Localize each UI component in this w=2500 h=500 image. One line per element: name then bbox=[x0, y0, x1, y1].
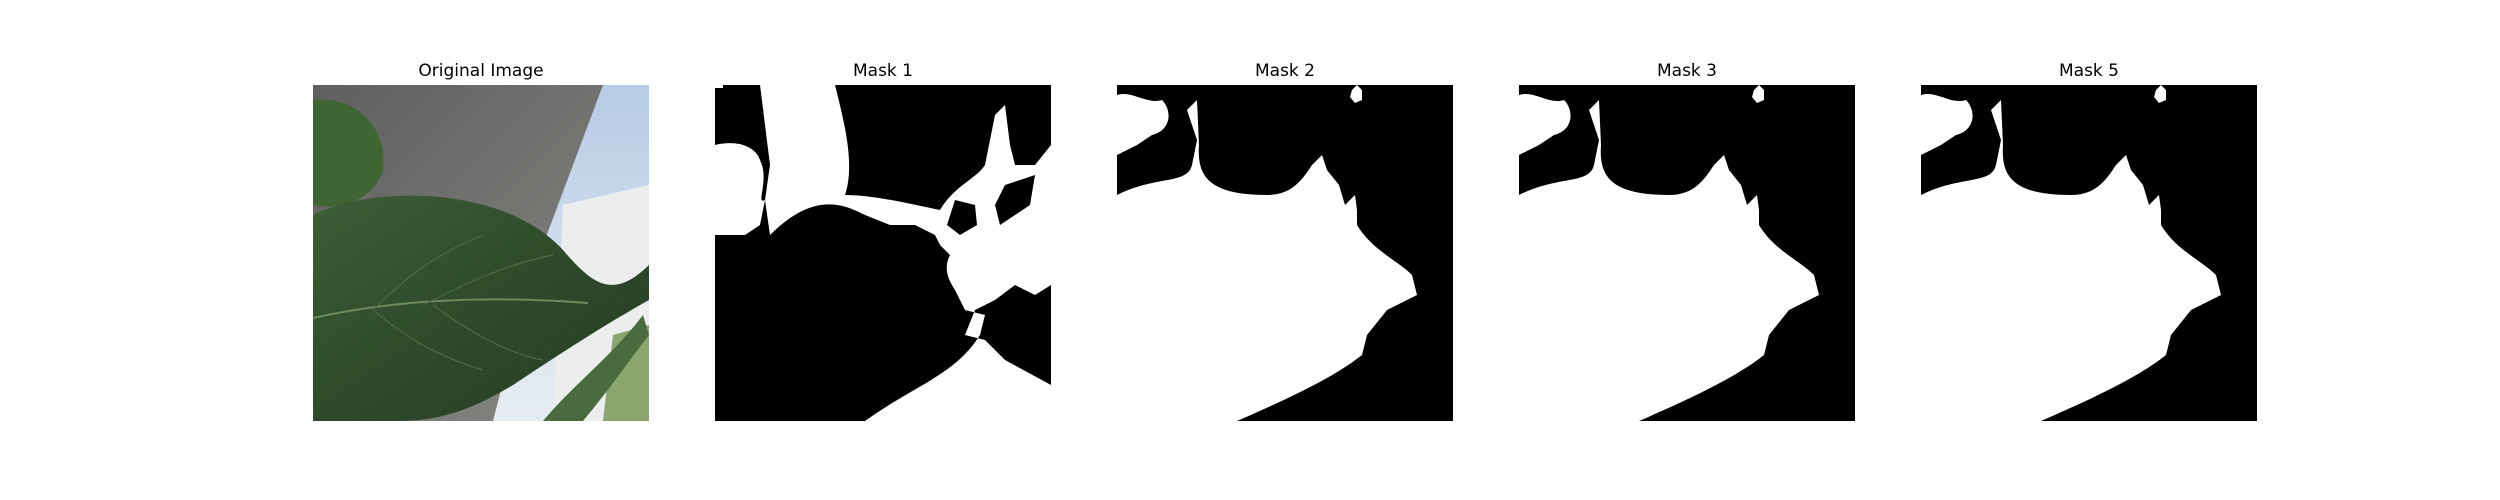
panel-title-mask-2: Mask 2 bbox=[1254, 61, 1315, 81]
panel-title-mask-5: Mask 5 bbox=[2058, 61, 2119, 81]
panel-title-mask-1: Mask 1 bbox=[852, 61, 913, 81]
mask-5-image bbox=[1921, 85, 2257, 421]
panel-title-original: Original Image bbox=[418, 61, 544, 81]
panel-mask-2: Mask 2 bbox=[1117, 0, 1453, 500]
original-image bbox=[313, 85, 649, 421]
panel-mask-1: Mask 1 bbox=[715, 0, 1051, 500]
panel-mask-3: Mask 3 bbox=[1519, 0, 1855, 500]
panel-mask-5: Mask 5 bbox=[1921, 0, 2257, 500]
mask-3-image bbox=[1519, 85, 1855, 421]
mask-1-image bbox=[715, 85, 1051, 421]
mask-2-image bbox=[1117, 85, 1453, 421]
panel-original: Original Image bbox=[313, 0, 649, 500]
panel-title-mask-3: Mask 3 bbox=[1656, 61, 1717, 81]
